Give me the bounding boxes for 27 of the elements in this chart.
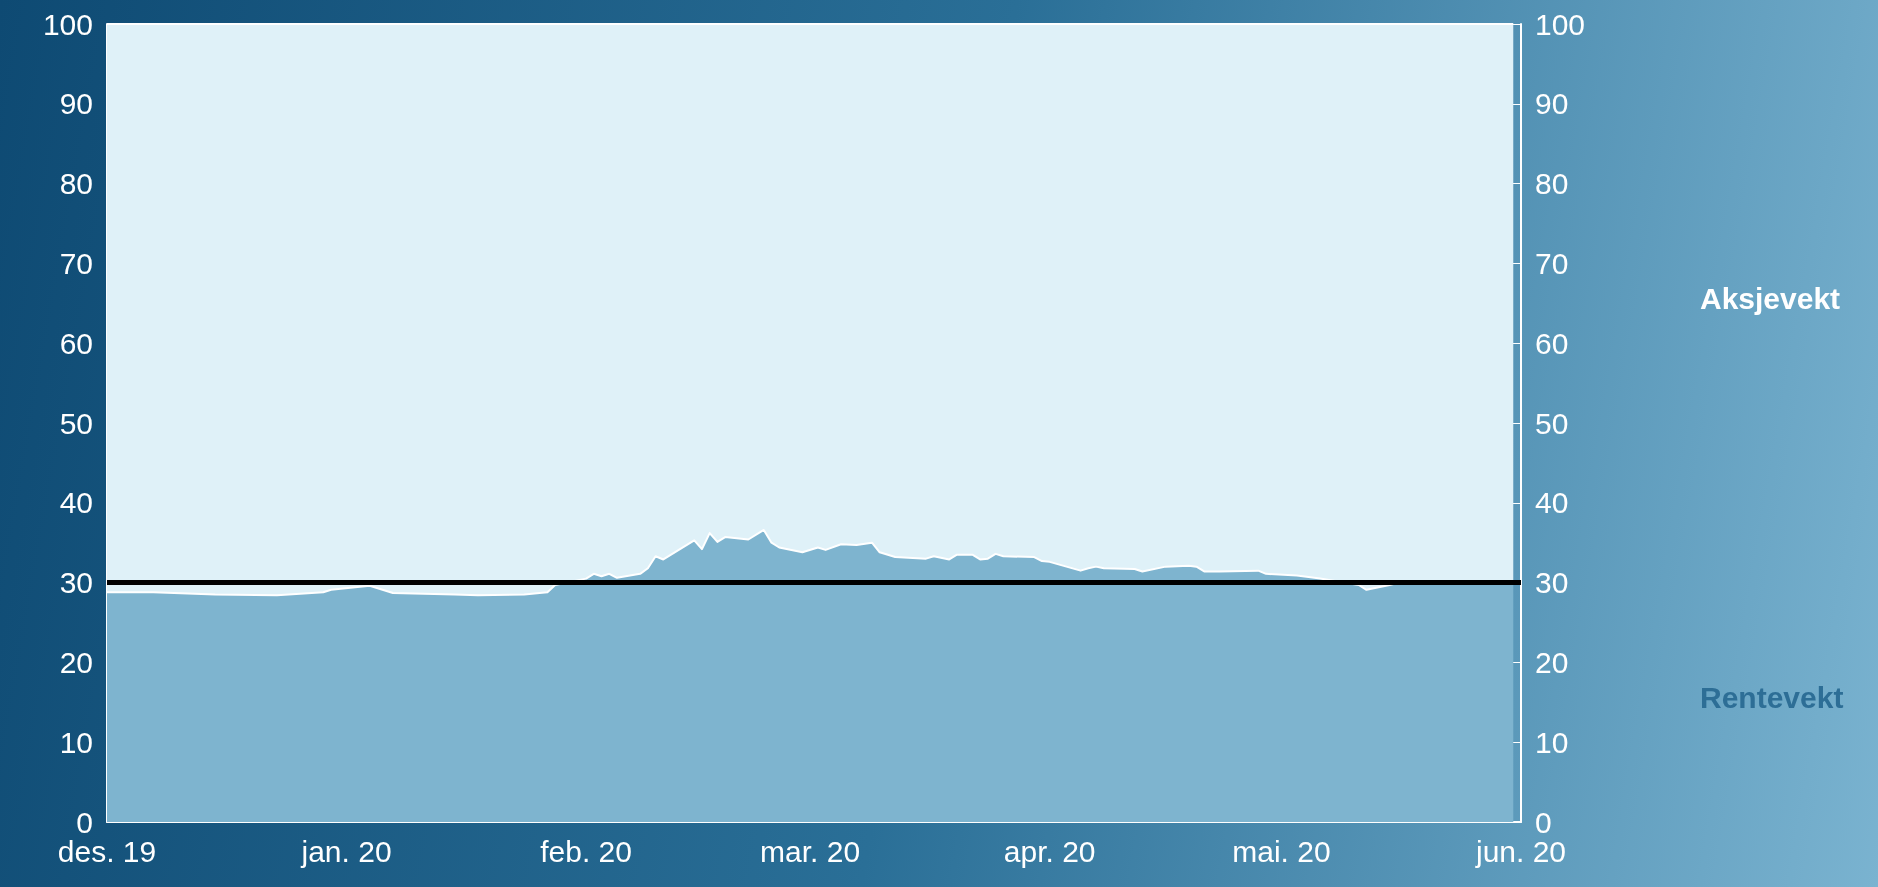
y-tick-label: 50 [59, 406, 93, 440]
text: Rentevekt [1700, 681, 1844, 715]
y2-tick-label: 20 [1535, 645, 1569, 679]
y-tick-label: 60 [59, 326, 93, 360]
y-tick-label: 100 [42, 7, 93, 41]
y-tick-label: 90 [59, 87, 93, 121]
text: Aksjevekt [1700, 282, 1841, 316]
y-tick-label: 40 [59, 486, 93, 520]
x-tick-label: apr. 20 [1003, 834, 1096, 868]
y2-tick-label: 70 [1535, 246, 1569, 280]
y-tick-label: 80 [59, 167, 93, 201]
x-tick-label: jan. 20 [300, 834, 392, 868]
y2-tick-label: 30 [1535, 566, 1569, 600]
x-tick-label: feb. 20 [540, 834, 632, 868]
y2-tick-label: 100 [1535, 7, 1586, 41]
y-tick-label: 20 [59, 645, 93, 679]
y2-tick-label: 60 [1535, 326, 1569, 360]
y2-tick-label: 50 [1535, 406, 1569, 440]
y2-tick-label: 10 [1535, 725, 1569, 759]
y2-tick-label: 90 [1535, 87, 1569, 121]
y-tick-label: 10 [59, 725, 93, 759]
y-tick-label: 30 [59, 566, 93, 600]
y2-tick-label: 80 [1535, 167, 1569, 201]
y-tick-label: 70 [59, 246, 93, 280]
y2-tick-label: 40 [1535, 486, 1569, 520]
x-tick-label: mar. 20 [760, 834, 861, 868]
x-tick-label: mai. 20 [1232, 834, 1331, 868]
